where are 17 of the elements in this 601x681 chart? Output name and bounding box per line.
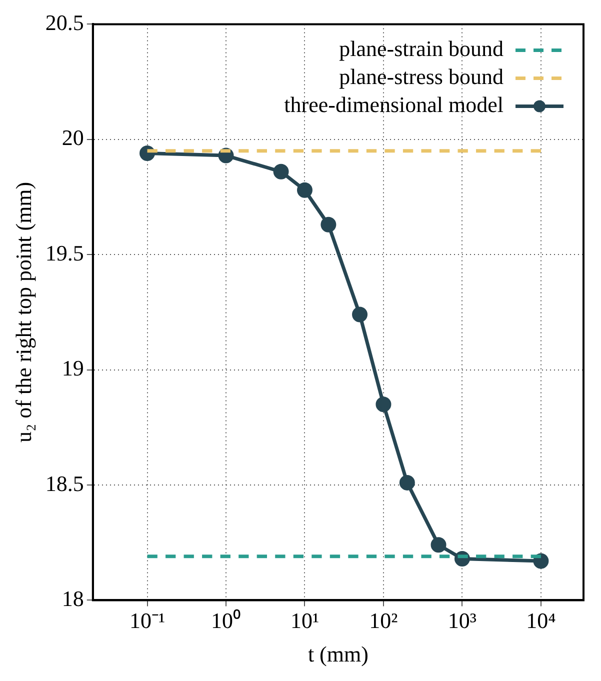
x-tick-label: 10⁴ [526,608,556,634]
x-axis-title: t (mm) [308,642,368,667]
legend-label: three-dimensional model [284,92,504,117]
y-tick-label: 19.5 [45,240,84,266]
x-tick-label: 10² [369,608,398,634]
x-tick-label: 10³ [448,608,477,634]
y-axis-title: u₂ of the right top point (mm) [10,182,36,443]
legend-label: plane-strain bound [339,36,504,61]
y-tick-label: 18.5 [45,470,84,496]
y-tick-label: 18 [62,586,84,611]
legend-label: plane-stress bound [339,64,504,89]
y-tick-label: 20.5 [45,10,84,35]
x-tick-label: 10⁻¹ [129,608,166,634]
x-tick-label: 10⁰ [211,608,241,634]
y-tick-label: 19 [62,356,84,381]
y-tick-label: 20 [62,125,84,150]
x-tick-label: 10¹ [290,608,320,634]
